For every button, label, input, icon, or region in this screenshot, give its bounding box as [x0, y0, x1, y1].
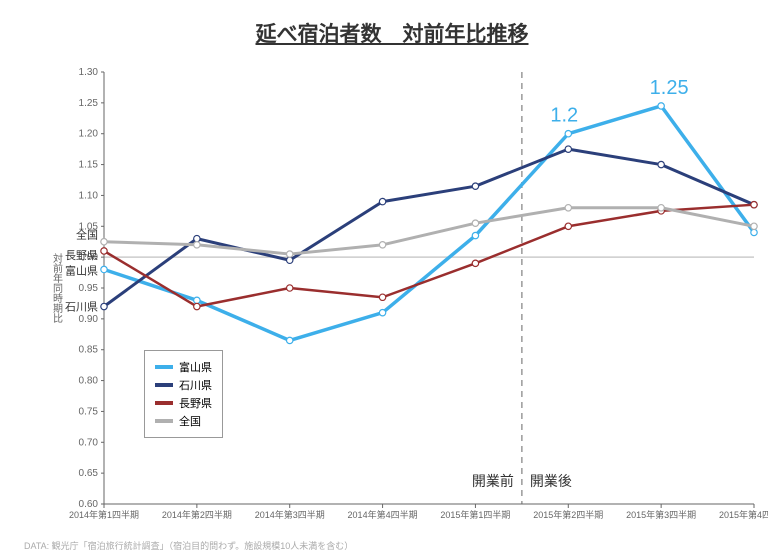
legend-label: 石川県 — [179, 377, 212, 393]
svg-text:0.85: 0.85 — [79, 345, 99, 356]
chart-title: 延べ宿泊者数 対前年比推移 — [0, 0, 784, 56]
svg-text:0.80: 0.80 — [79, 376, 99, 387]
svg-text:2014年第2四半期: 2014年第2四半期 — [162, 509, 232, 520]
line-chart: 0.600.650.700.750.800.850.900.951.001.05… — [24, 56, 768, 524]
legend: 富山県石川県長野県全国 — [144, 350, 223, 438]
legend-item: 石川県 — [155, 377, 212, 393]
svg-text:2014年第3四半期: 2014年第3四半期 — [255, 509, 325, 520]
svg-text:0.90: 0.90 — [79, 314, 99, 325]
svg-text:1.30: 1.30 — [79, 67, 99, 78]
svg-text:長野県: 長野県 — [65, 249, 98, 262]
svg-text:2014年第1四半期: 2014年第1四半期 — [69, 509, 139, 520]
svg-text:2015年第2四半期: 2015年第2四半期 — [533, 509, 603, 520]
svg-text:1.25: 1.25 — [650, 77, 689, 99]
svg-text:1.15: 1.15 — [79, 160, 99, 171]
svg-text:1.2: 1.2 — [550, 105, 578, 127]
svg-text:0.70: 0.70 — [79, 437, 99, 448]
svg-text:2015年第3四半期: 2015年第3四半期 — [626, 509, 696, 520]
svg-text:開業前: 開業前 — [472, 473, 514, 489]
chart-container: 0.600.650.700.750.800.850.900.951.001.05… — [24, 56, 768, 524]
data-source-note: DATA: 観光庁「宿泊旅行統計調査」（宿泊目的問わず。施設規模10人未満を含む… — [24, 539, 353, 552]
svg-text:全国: 全国 — [76, 228, 98, 242]
legend-swatch — [155, 419, 173, 423]
svg-text:1.20: 1.20 — [79, 129, 99, 140]
svg-text:0.60: 0.60 — [79, 499, 99, 510]
svg-text:2015年第4四半期: 2015年第4四半期 — [719, 509, 768, 520]
legend-label: 全国 — [179, 413, 201, 429]
svg-text:富山県: 富山県 — [65, 263, 98, 277]
svg-text:1.10: 1.10 — [79, 190, 99, 201]
svg-text:対前年同時期比: 対前年同時期比 — [51, 252, 63, 323]
svg-text:0.95: 0.95 — [79, 283, 99, 294]
svg-text:1.25: 1.25 — [79, 98, 99, 109]
svg-text:石川県: 石川県 — [65, 301, 98, 314]
legend-item: 富山県 — [155, 359, 212, 375]
svg-text:2015年第1四半期: 2015年第1四半期 — [440, 509, 510, 520]
legend-swatch — [155, 383, 173, 387]
svg-text:2014年第4四半期: 2014年第4四半期 — [348, 509, 418, 520]
legend-label: 富山県 — [179, 359, 212, 375]
legend-item: 全国 — [155, 413, 212, 429]
legend-swatch — [155, 365, 173, 369]
svg-text:開業後: 開業後 — [530, 473, 572, 489]
svg-text:0.75: 0.75 — [79, 406, 99, 417]
legend-swatch — [155, 401, 173, 405]
svg-text:0.65: 0.65 — [79, 468, 99, 479]
legend-label: 長野県 — [179, 395, 212, 411]
legend-item: 長野県 — [155, 395, 212, 411]
